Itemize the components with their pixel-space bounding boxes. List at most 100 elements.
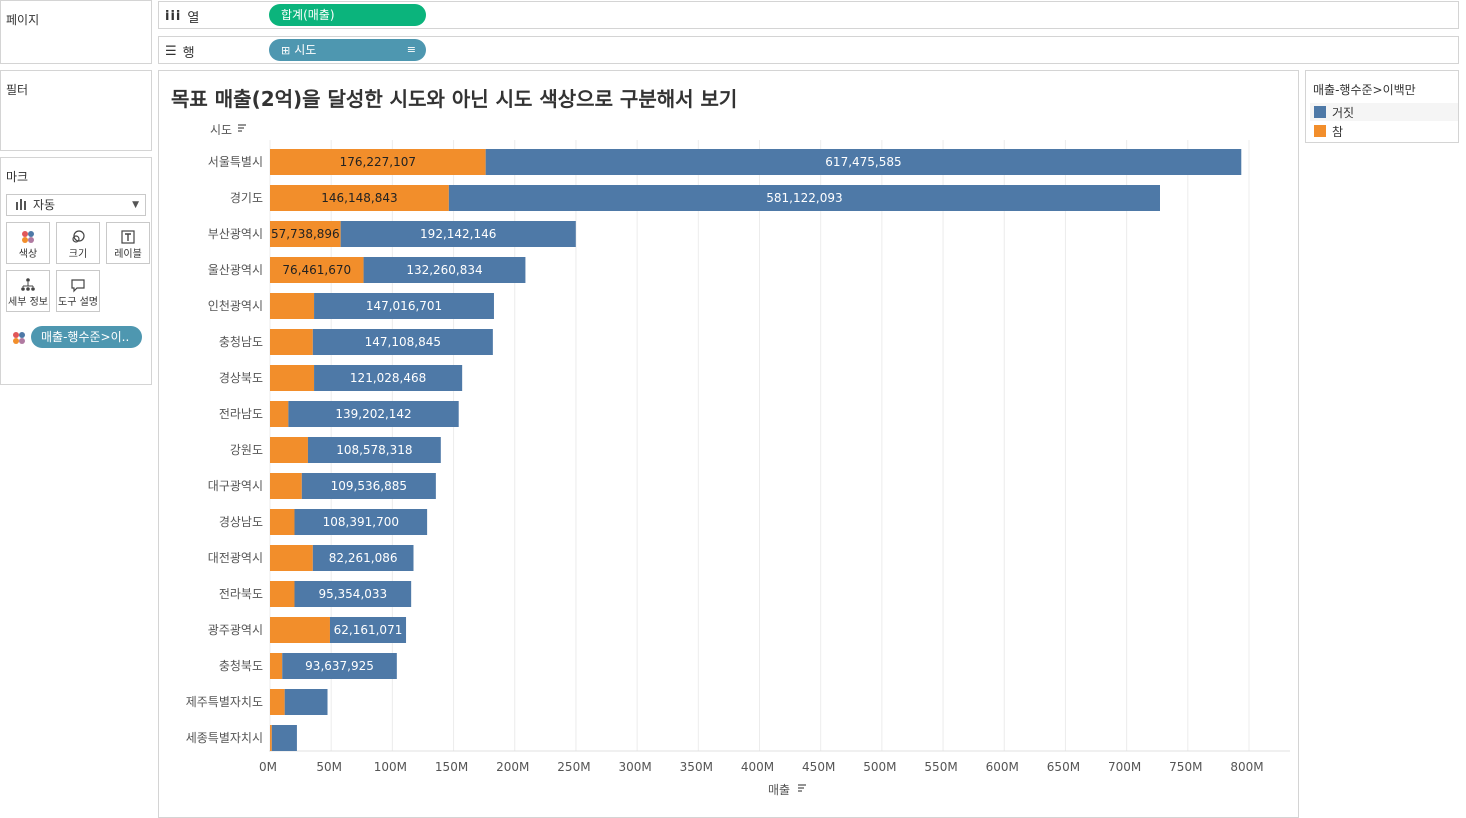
category-label: 제주특별자치도 — [186, 695, 263, 709]
color-button[interactable]: 색상 — [6, 222, 50, 264]
rows-label: 행 — [182, 46, 195, 61]
columns-shelf[interactable]: iii 열 합계(매출) — [158, 1, 1459, 29]
bar-true — [270, 437, 308, 463]
data-label-true: 176,227,107 — [340, 155, 416, 169]
bar-false — [301, 473, 436, 499]
legend-swatch-false — [1314, 106, 1326, 118]
legend-title: 매출-행수준>이백만 — [1313, 83, 1416, 97]
category-label: 울산광역시 — [208, 263, 263, 277]
category-label: 세종특별자치시 — [186, 731, 263, 745]
filters-panel[interactable]: 필터 — [0, 70, 152, 151]
bar-true — [270, 545, 313, 571]
mark-type-dropdown[interactable]: 자동 ▼ — [6, 194, 146, 216]
rows-pill-label: 시도 — [294, 43, 317, 57]
x-axis-sort-icon — [798, 784, 806, 792]
bar-true — [270, 581, 295, 607]
data-label-false: 95,354,033 — [318, 587, 387, 601]
x-tick-label: 800M — [1230, 760, 1263, 774]
bar-false — [314, 293, 494, 319]
data-label-false: 581,122,093 — [766, 191, 842, 205]
filters-title: 필터 — [6, 83, 29, 97]
x-tick-label: 700M — [1108, 760, 1141, 774]
bar-false — [312, 545, 414, 571]
bar-true — [270, 149, 486, 175]
columns-pill[interactable]: 합계(매출) — [269, 4, 426, 26]
bar-false — [294, 509, 428, 535]
rows-icon: ☰ — [165, 44, 177, 59]
data-label-false: 139,202,142 — [335, 407, 411, 421]
bar-false — [363, 257, 526, 283]
category-label: 광주광역시 — [208, 623, 263, 637]
data-label-false: 147,016,701 — [366, 299, 442, 313]
category-label: 경상북도 — [219, 371, 263, 385]
x-tick-label: 50M — [316, 760, 342, 774]
rows-pill[interactable]: ⊞ 시도 ≡ — [269, 39, 426, 61]
size-button-label: 크기 — [68, 249, 88, 260]
expand-plus-icon[interactable]: ⊞ — [281, 44, 291, 57]
category-label: 인천광역시 — [208, 298, 263, 313]
chevron-down-icon: ▼ — [132, 200, 139, 210]
category-label: 부산광역시 — [208, 227, 263, 241]
label-button[interactable]: 레이블 — [106, 222, 150, 264]
category-label: 경상남도 — [219, 515, 263, 529]
pages-title: 페이지 — [6, 13, 40, 27]
legend-item-true[interactable]: 참 — [1310, 122, 1458, 140]
label-button-label: 레이블 — [114, 249, 142, 260]
x-tick-label: 600M — [986, 760, 1019, 774]
legend-item-false[interactable]: 거짓 — [1310, 103, 1458, 121]
bar-false — [329, 617, 407, 643]
x-tick-label: 300M — [618, 760, 651, 774]
category-label: 충청남도 — [219, 335, 263, 349]
bar-false — [340, 221, 576, 247]
columns-icon: iii — [165, 9, 182, 24]
bar-true — [270, 689, 285, 715]
data-label-false: 617,475,585 — [825, 155, 901, 169]
x-axis-title: 매출 — [768, 783, 790, 797]
legend-label-true: 참 — [1332, 124, 1344, 139]
marks-panel: 마크 자동 ▼ 색상 크기 레이블 세부 정보 도구 설명 — [0, 157, 152, 385]
bar-true — [270, 509, 295, 535]
bar-true — [270, 653, 283, 679]
data-label-false: 121,028,468 — [350, 371, 426, 385]
size-button[interactable]: 크기 — [56, 222, 100, 264]
data-label-false: 82,261,086 — [329, 551, 398, 565]
data-label-false: 132,260,834 — [406, 263, 482, 277]
mark-type-label: 자동 — [33, 198, 56, 212]
bar-false — [448, 185, 1160, 211]
x-tick-label: 650M — [1047, 760, 1080, 774]
category-label: 경기도 — [230, 191, 263, 205]
bar-false — [282, 653, 397, 679]
color-field-pill[interactable]: 매출-행수준>이.. — [31, 326, 142, 348]
x-tick-label: 250M — [557, 760, 590, 774]
bar-true — [270, 185, 449, 211]
x-tick-label: 100M — [374, 760, 407, 774]
x-tick-label: 150M — [435, 760, 468, 774]
text-label-icon — [107, 223, 149, 245]
marks-title: 마크 — [6, 170, 29, 184]
tooltip-button[interactable]: 도구 설명 — [56, 270, 100, 312]
color-field-icon — [11, 330, 27, 350]
size-icon — [57, 223, 99, 245]
chart-title: 목표 매출(2억)을 달성한 시도와 아닌 시도 색상으로 구분해서 보기 — [171, 87, 738, 111]
y-axis-sort-icon — [238, 124, 246, 132]
category-label: 강원도 — [230, 443, 263, 457]
category-label: 대전광역시 — [208, 551, 263, 565]
columns-shelf-label: iii 열 — [165, 7, 199, 26]
color-palette-icon — [7, 223, 49, 245]
bar-true — [270, 617, 330, 643]
bar-false — [314, 365, 463, 391]
category-label: 서울특별시 — [208, 155, 263, 169]
color-legend: 매출-행수준>이백만 거짓 참 — [1305, 70, 1459, 143]
tooltip-bubble-icon — [57, 271, 99, 293]
detail-button[interactable]: 세부 정보 — [6, 270, 50, 312]
pages-panel[interactable]: 페이지 — [0, 0, 152, 64]
x-tick-label: 500M — [863, 760, 896, 774]
legend-label-false: 거짓 — [1332, 105, 1355, 120]
chart-panel: 목표 매출(2억)을 달성한 시도와 아닌 시도 색상으로 구분해서 보기 0M… — [158, 70, 1299, 818]
bar-true — [270, 725, 272, 751]
data-label-true: 57,738,896 — [271, 227, 340, 241]
x-tick-label: 750M — [1169, 760, 1202, 774]
rows-shelf[interactable]: ☰ 행 ⊞ 시도 ≡ — [158, 36, 1459, 64]
sort-icon[interactable]: ≡ — [406, 43, 416, 56]
bar-true — [270, 365, 315, 391]
